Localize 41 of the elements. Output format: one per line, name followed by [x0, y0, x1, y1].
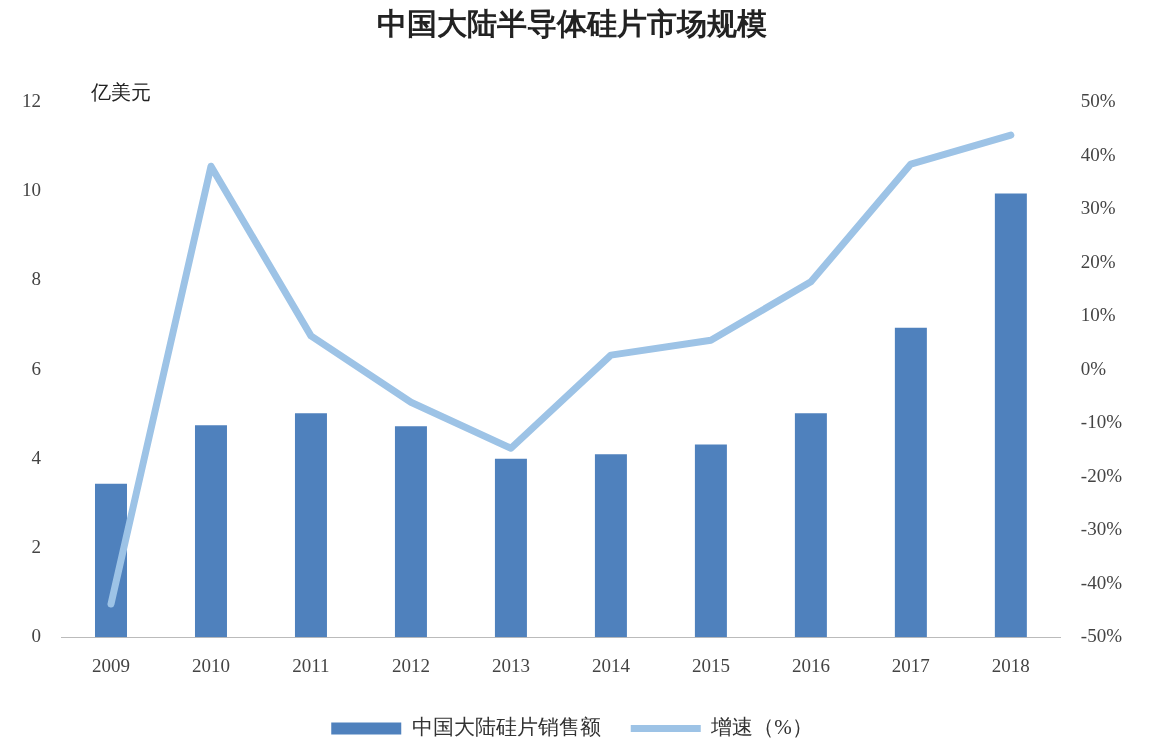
x-tick-label: 2010: [191, 654, 230, 676]
x-tick-label: 2009: [91, 654, 130, 676]
y-tick-label: 4: [31, 446, 42, 468]
y-tick-label: 12: [22, 89, 41, 111]
y-tick-label: 2: [31, 535, 41, 557]
bar: [194, 425, 227, 638]
bar: [694, 444, 727, 638]
x-tick-label: 2015: [691, 654, 730, 676]
bar: [994, 193, 1027, 638]
y-tick-label: 10: [22, 179, 41, 201]
y2-tick-label: 30%: [1080, 197, 1116, 219]
y2-tick-label: 0%: [1080, 357, 1107, 379]
x-tick-label: 2018: [991, 654, 1030, 676]
y2-tick-label: -30%: [1080, 518, 1123, 540]
bar: [494, 458, 527, 638]
bar: [894, 327, 927, 638]
bar: [794, 413, 827, 638]
x-tick-label: 2016: [791, 654, 830, 676]
x-tick-label: 2014: [591, 654, 631, 676]
bar: [294, 413, 327, 638]
x-tick-label: 2013: [491, 654, 530, 676]
y2-tick-label: 20%: [1080, 250, 1116, 272]
chart-title: 中国大陆半导体硅片市场规模: [377, 6, 767, 40]
x-tick-label: 2017: [891, 654, 930, 676]
legend-label: 增速（%）: [710, 715, 813, 740]
x-tick-label: 2011: [292, 654, 330, 676]
y-axis-title: 亿美元: [90, 81, 151, 104]
y2-tick-label: -40%: [1080, 571, 1123, 593]
y2-tick-label: -20%: [1080, 464, 1123, 486]
bar: [394, 426, 427, 638]
x-tick-label: 2012: [391, 654, 430, 676]
bar: [594, 454, 627, 638]
y2-tick-label: -10%: [1080, 411, 1123, 433]
y-tick-label: 6: [31, 357, 41, 379]
y2-tick-label: 50%: [1080, 89, 1116, 111]
legend-label: 中国大陆硅片销售额: [411, 715, 601, 740]
y-tick-label: 8: [31, 268, 41, 290]
y2-tick-label: 40%: [1080, 143, 1116, 165]
y2-tick-label: 10%: [1080, 304, 1116, 326]
y2-tick-label: -50%: [1080, 625, 1123, 647]
y-tick-label: 0: [31, 625, 41, 647]
